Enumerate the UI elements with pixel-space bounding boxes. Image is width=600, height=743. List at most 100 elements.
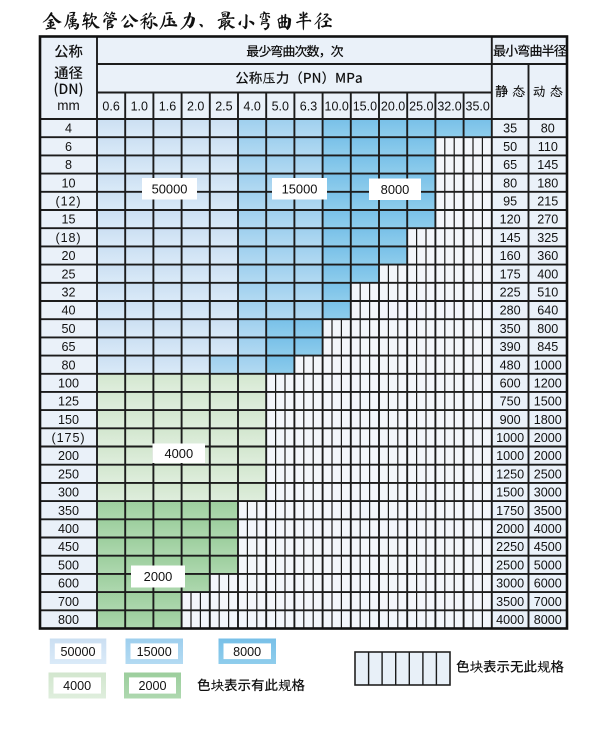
svg-text:480: 480 — [500, 358, 521, 372]
svg-text:3000: 3000 — [496, 577, 524, 591]
svg-text:4000: 4000 — [534, 522, 562, 536]
svg-text:180: 180 — [537, 176, 558, 190]
svg-text:35.0: 35.0 — [466, 99, 490, 113]
svg-text:145: 145 — [500, 231, 521, 245]
svg-text:1750: 1750 — [496, 504, 524, 518]
svg-text:15: 15 — [61, 213, 75, 227]
svg-text:8000: 8000 — [381, 182, 410, 197]
svg-text:2.0: 2.0 — [187, 99, 204, 113]
svg-text:600: 600 — [500, 376, 521, 390]
svg-text:40: 40 — [61, 304, 75, 318]
svg-text:160: 160 — [500, 249, 521, 263]
svg-text:100: 100 — [58, 376, 79, 390]
svg-text:80: 80 — [61, 358, 75, 372]
svg-text:80: 80 — [541, 122, 555, 136]
svg-text:mm: mm — [57, 98, 80, 113]
svg-text:350: 350 — [500, 322, 521, 336]
svg-text:500: 500 — [58, 558, 79, 572]
svg-text:845: 845 — [537, 340, 558, 354]
svg-text:3500: 3500 — [496, 595, 524, 609]
svg-text:2000: 2000 — [496, 522, 524, 536]
svg-text:1.6: 1.6 — [159, 99, 176, 113]
svg-text:5.0: 5.0 — [272, 99, 289, 113]
svg-text:2000: 2000 — [144, 569, 173, 584]
svg-text:95: 95 — [503, 195, 517, 209]
svg-text:1500: 1500 — [496, 486, 524, 500]
svg-text:65: 65 — [503, 158, 517, 172]
svg-text:80: 80 — [503, 176, 517, 190]
svg-text:270: 270 — [537, 213, 558, 227]
svg-text:10: 10 — [61, 176, 75, 190]
svg-text:8000: 8000 — [233, 645, 261, 659]
svg-text:10.0: 10.0 — [325, 99, 349, 113]
svg-text:20: 20 — [61, 249, 75, 263]
svg-text:1000: 1000 — [496, 431, 524, 445]
svg-text:8000: 8000 — [534, 613, 562, 627]
svg-text:4500: 4500 — [534, 540, 562, 554]
svg-text:145: 145 — [537, 158, 558, 172]
svg-text:4000: 4000 — [63, 679, 91, 693]
svg-text:110: 110 — [538, 140, 558, 154]
svg-text:200: 200 — [58, 449, 79, 463]
svg-text:510: 510 — [537, 286, 558, 300]
svg-text:3000: 3000 — [534, 486, 562, 500]
svg-text:2250: 2250 — [496, 540, 524, 554]
svg-text:1500: 1500 — [534, 395, 562, 409]
svg-text:15000: 15000 — [282, 181, 318, 196]
svg-text:6: 6 — [65, 140, 72, 154]
svg-text:800: 800 — [537, 322, 558, 336]
svg-text:1.0: 1.0 — [131, 99, 148, 113]
svg-text:1000: 1000 — [496, 449, 524, 463]
svg-text:4000: 4000 — [164, 446, 193, 461]
svg-text:35: 35 — [503, 122, 517, 136]
svg-text:120: 120 — [500, 213, 521, 227]
svg-text:390: 390 — [500, 340, 521, 354]
svg-text:32: 32 — [61, 286, 75, 300]
svg-text:(18): (18) — [56, 231, 82, 245]
svg-text:900: 900 — [500, 413, 521, 427]
svg-text:2.5: 2.5 — [215, 99, 232, 113]
svg-text:125: 125 — [58, 395, 79, 409]
svg-text:(12): (12) — [56, 195, 82, 209]
svg-text:2000: 2000 — [138, 679, 166, 693]
svg-text:1250: 1250 — [496, 467, 524, 481]
svg-text:(175): (175) — [52, 431, 86, 445]
svg-text:2500: 2500 — [496, 558, 524, 572]
svg-text:250: 250 — [58, 467, 79, 481]
svg-text:8: 8 — [65, 158, 72, 172]
svg-text:1800: 1800 — [534, 413, 562, 427]
svg-text:400: 400 — [58, 522, 79, 536]
svg-text:32.0: 32.0 — [437, 99, 461, 113]
svg-text:50: 50 — [503, 140, 517, 154]
svg-text:20.0: 20.0 — [381, 99, 405, 113]
svg-text:175: 175 — [500, 267, 521, 281]
svg-text:6000: 6000 — [534, 577, 562, 591]
svg-text:1200: 1200 — [534, 376, 562, 390]
svg-text:800: 800 — [58, 613, 79, 627]
svg-text:5000: 5000 — [534, 558, 562, 572]
svg-text:25: 25 — [61, 267, 75, 281]
svg-text:750: 750 — [500, 395, 521, 409]
svg-text:4.0: 4.0 — [243, 99, 260, 113]
svg-text:360: 360 — [537, 249, 558, 263]
svg-text:25.0: 25.0 — [409, 99, 433, 113]
svg-text:50: 50 — [61, 322, 75, 336]
svg-text:3500: 3500 — [534, 504, 562, 518]
svg-text:325: 325 — [537, 231, 558, 245]
svg-text:640: 640 — [537, 304, 558, 318]
svg-text:350: 350 — [58, 504, 79, 518]
svg-text:15.0: 15.0 — [353, 99, 377, 113]
svg-text:700: 700 — [58, 595, 79, 609]
svg-text:225: 225 — [500, 286, 521, 300]
svg-text:300: 300 — [58, 486, 79, 500]
svg-text:6.3: 6.3 — [300, 99, 317, 113]
svg-text:450: 450 — [58, 540, 79, 554]
svg-text:50000: 50000 — [60, 645, 95, 659]
svg-text:4: 4 — [65, 122, 72, 136]
svg-text:2000: 2000 — [534, 449, 562, 463]
svg-text:4000: 4000 — [496, 613, 524, 627]
svg-text:15000: 15000 — [137, 645, 172, 659]
svg-text:50000: 50000 — [152, 181, 188, 196]
svg-text:2500: 2500 — [534, 467, 562, 481]
svg-text:65: 65 — [61, 340, 75, 354]
